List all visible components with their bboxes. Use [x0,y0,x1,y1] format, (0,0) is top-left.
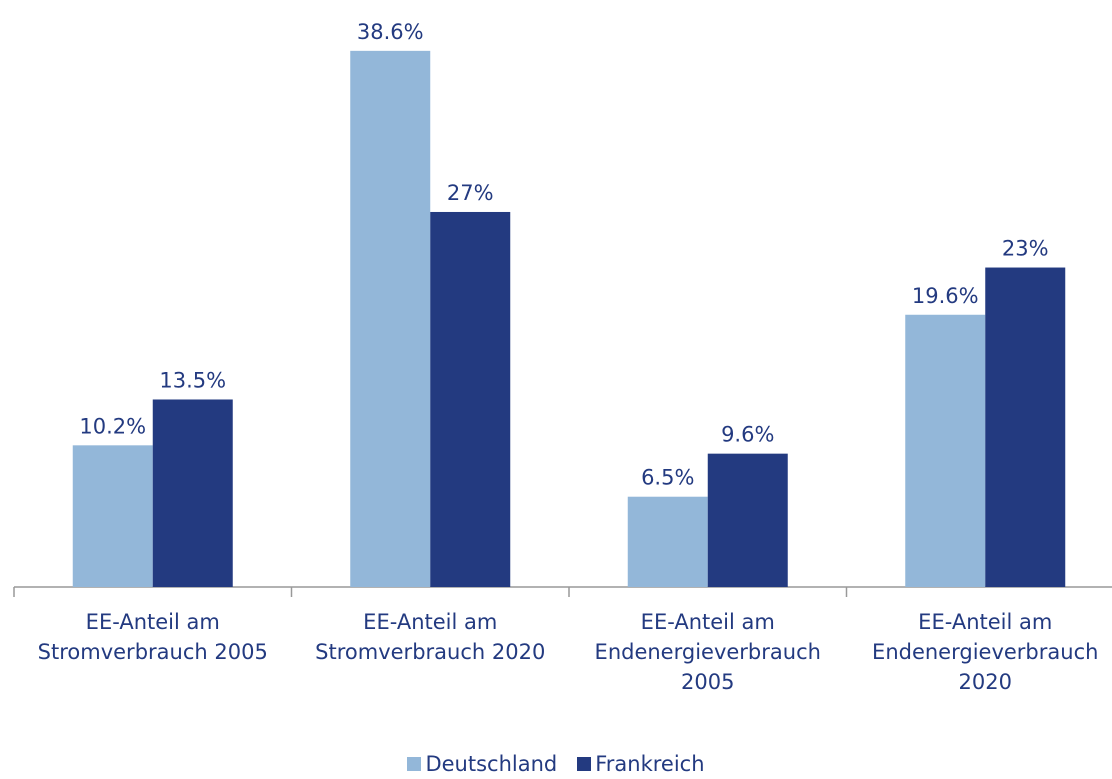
data-label: 27% [447,181,494,205]
legend-label: Deutschland [425,752,558,776]
bar [350,50,431,587]
legend: Deutschland Frankreich [0,752,1112,776]
data-label: 6.5% [641,466,694,490]
bar [430,211,511,587]
bar [627,496,708,587]
x-tick-label: EE-Anteil am Stromverbrauch 2005 [37,610,268,664]
legend-item: Frankreich [577,752,705,776]
x-tick-label: EE-Anteil am Stromverbrauch 2020 [315,610,546,664]
legend-label: Frankreich [595,752,705,776]
legend-swatch [407,757,422,771]
data-label: 23% [1002,237,1049,261]
x-tick-label: EE-Anteil am Endenergieverbrauch 2005 [594,610,821,694]
data-label: 38.6% [357,20,424,44]
bar [152,399,233,587]
legend-item: Deutschland [407,752,557,776]
x-tick-label: EE-Anteil am Endenergieverbrauch 2020 [872,610,1099,694]
data-label: 13.5% [159,368,226,392]
bar [905,314,986,587]
bar [707,453,788,587]
data-label: 9.6% [721,423,774,447]
bar [72,445,153,587]
legend-swatch [577,757,592,771]
data-label: 10.2% [79,414,146,438]
bar [985,267,1066,587]
data-label: 19.6% [912,284,979,308]
